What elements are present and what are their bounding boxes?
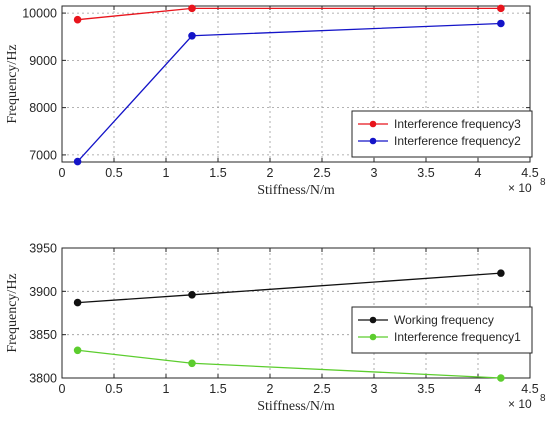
x-tick-label: 2.5 <box>313 166 330 180</box>
x-tick-label: 4.5 <box>521 166 538 180</box>
y-axis-label: Frequency/Hz <box>5 44 20 123</box>
data-point <box>73 298 82 307</box>
x-axis-label: Stiffness/N/m <box>257 183 335 198</box>
y-tick-label: 3800 <box>29 372 57 386</box>
x-tick-label: 3 <box>371 382 378 396</box>
y-tick-label: 3950 <box>29 242 57 256</box>
x-tick-label: 1 <box>163 166 170 180</box>
legend-box <box>351 306 533 354</box>
data-point <box>73 15 82 24</box>
y-tick-label: 3900 <box>29 285 57 299</box>
data-point <box>73 157 82 166</box>
legend-label: Working frequency <box>394 313 494 327</box>
data-point <box>188 359 196 368</box>
y-tick-label: 3850 <box>29 328 57 342</box>
x-tick-label: 4 <box>475 382 482 396</box>
chart-panel-1: 0 0.5 1 1.5 2 2.5 3 3.5 4 4.5 7000 8000 9000 10000 Sti… <box>5 4 546 198</box>
x-tick-label: 0.5 <box>105 166 122 180</box>
series-line-1 <box>77 7 501 21</box>
x-tick-label: 0.5 <box>105 382 122 396</box>
x-tick-label: 3.5 <box>417 382 434 396</box>
legend-marker <box>369 316 377 324</box>
x-tick-label: 4 <box>475 166 482 180</box>
legend-marker <box>369 333 377 341</box>
y-tick-label: 10000 <box>22 7 57 21</box>
data-point <box>497 4 505 13</box>
x-tick-label: 2 <box>267 166 274 180</box>
legend: Interference frequency3 Interference freq… <box>351 110 533 158</box>
x-tick-label: 0 <box>59 382 66 396</box>
x-tick-label: 3.5 <box>417 166 434 180</box>
legend-box <box>351 110 533 158</box>
x-tick-label: 1 <box>163 382 170 396</box>
data-point <box>497 374 505 382</box>
x-tick-label: 2 <box>267 382 274 396</box>
data-point <box>188 291 196 299</box>
y-tick-label: 9000 <box>29 54 57 68</box>
legend-marker <box>369 120 377 128</box>
x-tick-label: 3 <box>371 166 378 180</box>
data-point <box>188 4 196 13</box>
axes-box <box>61 5 531 163</box>
legend-marker <box>369 137 377 145</box>
y-tick-label: 8000 <box>29 101 57 115</box>
data-point <box>188 31 196 40</box>
x-tick-label: 2.5 <box>313 382 330 396</box>
series-line-2 <box>77 349 501 379</box>
x-exponent-power: 8 <box>540 393 546 404</box>
legend-label: Interference frequency1 <box>394 330 521 344</box>
x-exponent-label: × 10 <box>508 397 532 411</box>
x-tick-label: 0 <box>59 166 66 180</box>
data-point <box>497 19 505 28</box>
x-exponent-label: × 10 <box>508 181 532 195</box>
x-tick-label: 1.5 <box>209 166 226 180</box>
data-point <box>497 269 505 277</box>
x-tick-label: 4.5 <box>521 382 538 396</box>
x-axis-label: Stiffness/N/m <box>257 399 335 414</box>
y-tick-label: 7000 <box>29 148 57 162</box>
y-axis-label: Frequency/Hz <box>5 273 20 352</box>
series-line-1 <box>77 272 501 304</box>
x-tick-label: 1.5 <box>209 382 226 396</box>
data-point <box>73 346 82 355</box>
legend-label: Interference frequency2 <box>394 134 521 148</box>
legend: Working frequency Interference frequency1 <box>351 306 533 354</box>
legend-label: Interference frequency3 <box>394 117 521 131</box>
x-exponent-power: 8 <box>540 177 546 188</box>
chart-panel-2: 0 0.5 1 1.5 2 2.5 3 3.5 4 4.5 3800 3850 3900 3950 Stif… <box>5 242 546 415</box>
